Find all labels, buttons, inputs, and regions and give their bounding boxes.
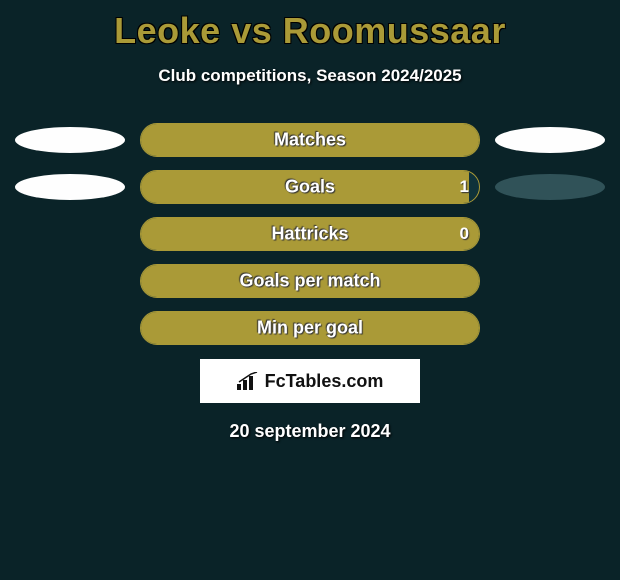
oval-icon — [15, 174, 125, 200]
stat-bar: Goals 1 — [140, 170, 480, 204]
stat-value: 1 — [460, 177, 469, 197]
stat-row: Hattricks 0 — [0, 216, 620, 251]
stat-row: Min per goal — [0, 310, 620, 345]
oval-icon — [15, 127, 125, 153]
bar-chart-icon — [237, 372, 259, 390]
stat-row: Goals 1 — [0, 169, 620, 204]
source-logo: FcTables.com — [200, 359, 420, 403]
stat-value: 0 — [460, 224, 469, 244]
left-indicator — [0, 127, 140, 153]
stat-bar: Matches — [140, 123, 480, 157]
snapshot-date: 20 september 2024 — [0, 421, 620, 442]
oval-icon — [495, 174, 605, 200]
logo-text: FcTables.com — [237, 371, 384, 392]
stat-row: Matches — [0, 122, 620, 157]
right-indicator — [480, 174, 620, 200]
stat-label: Matches — [274, 129, 346, 150]
stat-bar: Goals per match — [140, 264, 480, 298]
comparison-chart: Matches Goals 1 Hattricks 0 Goals per match Mi… — [0, 122, 620, 345]
stat-label: Hattricks — [271, 223, 348, 244]
season-subtitle: Club competitions, Season 2024/2025 — [0, 66, 620, 86]
page-title: Leoke vs Roomussaar — [0, 0, 620, 52]
oval-icon — [495, 127, 605, 153]
stat-label: Goals per match — [239, 270, 380, 291]
stat-bar: Hattricks 0 — [140, 217, 480, 251]
stat-label: Min per goal — [257, 317, 363, 338]
stat-bar: Min per goal — [140, 311, 480, 345]
left-indicator — [0, 174, 140, 200]
right-indicator — [480, 127, 620, 153]
logo-label: FcTables.com — [265, 371, 384, 392]
stat-row: Goals per match — [0, 263, 620, 298]
stat-label: Goals — [285, 176, 335, 197]
